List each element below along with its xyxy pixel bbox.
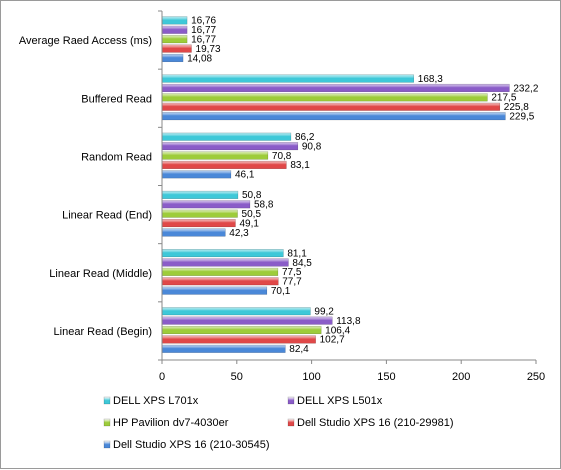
value-label-dell-studio-xps-16-210-30545-buffered-read: 229,5 [509,111,534,122]
bar-shade-hp-pavilion-dv7-4030er-average-raed-access-ms [161,35,188,44]
value-label-hp-pavilion-dv7-4030er-average-raed-access-ms: 16,77 [191,34,216,45]
value-label-dell-xps-l501x-linear-read-begin: 113,8 [336,316,361,327]
bar-shade-dell-studio-xps-16-210-30545-average-raed-access-ms [161,53,184,63]
value-label-dell-xps-l501x-buffered-read: 232,2 [513,83,538,94]
legend-swatch-dell-xps-l501x [287,396,295,405]
legend-swatch-dell-xps-l701x [103,396,111,405]
legend-swatch-dell-studio-xps-16-210-30545 [103,440,111,449]
value-label-dell-xps-l501x-average-raed-access-ms: 16,77 [191,25,216,36]
bar-shade-hp-pavilion-dv7-4030er-linear-read-middle [161,267,279,276]
bar-shade-dell-studio-xps-16-210-29981-random-read [161,160,287,169]
value-label-dell-studio-xps-16-210-29981-average-raed-access-ms: 19,73 [196,44,221,55]
value-label-dell-xps-l701x-linear-read-end: 50,8 [242,190,262,201]
bar-shade-hp-pavilion-dv7-4030er-buffered-read [161,93,488,102]
value-label-hp-pavilion-dv7-4030er-linear-read-end: 50,5 [242,209,262,220]
category-label-random-read: Random Read [81,151,152,163]
legend-label-dell-studio-xps-16-210-30545: Dell Studio XPS 16 (210-30545) [113,439,270,451]
x-tick-label: 100 [302,371,320,383]
legend-swatch-hp-pavilion-dv7-4030er [103,418,111,427]
value-label-hp-pavilion-dv7-4030er-linear-read-middle: 77,5 [282,267,302,278]
bar-shade-dell-xps-l501x-average-raed-access-ms [161,25,188,34]
legend-label-dell-xps-l701x: DELL XPS L701x [113,395,199,407]
x-tick-label: 50 [231,371,243,383]
legend: DELL XPS L701x DELL XPS L501x HP Pavilion … [103,395,454,451]
category-label-linear-read-end: Linear Read (End) [62,210,152,222]
bar-shade-dell-studio-xps-16-210-30545-random-read [161,170,232,179]
bar-shade-dell-studio-xps-16-210-29981-linear-read-end [161,219,236,228]
x-tick-label: 150 [377,371,395,383]
bar-shade-dell-xps-l501x-linear-read-end [161,200,251,209]
bar-shade-dell-studio-xps-16-210-29981-buffered-read [161,102,501,111]
value-label-hp-pavilion-dv7-4030er-linear-read-begin: 106,4 [325,325,350,336]
value-label-dell-studio-xps-16-210-29981-linear-read-end: 49,1 [239,218,259,229]
value-label-hp-pavilion-dv7-4030er-random-read: 70,8 [272,151,292,162]
bar-shade-hp-pavilion-dv7-4030er-linear-read-begin [161,325,322,335]
value-label-dell-studio-xps-16-210-29981-linear-read-middle: 77,7 [282,277,302,288]
bar-shade-dell-studio-xps-16-210-29981-average-raed-access-ms [161,44,192,53]
value-label-dell-xps-l501x-linear-read-end: 58,8 [254,200,274,211]
bar-shade-dell-studio-xps-16-210-30545-buffered-read [161,112,506,121]
value-label-dell-xps-l701x-linear-read-begin: 99,2 [314,307,334,318]
value-label-dell-studio-xps-16-210-30545-linear-read-middle: 70,1 [271,286,291,297]
value-label-dell-studio-xps-16-210-29981-random-read: 83,1 [290,160,310,171]
value-label-hp-pavilion-dv7-4030er-buffered-read: 217,5 [491,93,516,104]
legend-label-dell-xps-l501x: DELL XPS L501x [297,395,383,407]
legend-label-hp-pavilion-dv7-4030er: HP Pavilion dv7-4030er [113,417,229,429]
value-label-dell-studio-xps-16-210-29981-buffered-read: 225,8 [504,102,529,113]
category-label-buffered-read: Buffered Read [81,93,152,105]
value-label-dell-xps-l501x-linear-read-middle: 84,5 [292,258,312,269]
bar-shade-dell-xps-l501x-buffered-read [161,83,510,93]
bar-shade-dell-xps-l501x-linear-read-middle [161,258,289,267]
value-label-dell-xps-l701x-linear-read-middle: 81,1 [287,248,307,259]
bar-shade-dell-studio-xps-16-210-29981-linear-read-begin [161,335,316,344]
legend-label-dell-studio-xps-16-210-29981: Dell Studio XPS 16 (210-29981) [297,417,454,429]
x-tick-label: 200 [452,371,470,383]
value-label-dell-studio-xps-16-210-29981-linear-read-begin: 102,7 [320,335,345,346]
bar-shade-dell-xps-l701x-linear-read-end [161,190,239,199]
value-label-dell-xps-l701x-random-read: 86,2 [295,132,315,143]
value-label-dell-studio-xps-16-210-30545-linear-read-end: 42,3 [229,228,249,239]
bar-shade-hp-pavilion-dv7-4030er-linear-read-end [161,209,238,218]
bar-shade-dell-xps-l701x-average-raed-access-ms [161,16,188,25]
bar-shade-dell-studio-xps-16-210-30545-linear-read-end [161,228,226,237]
value-label-dell-xps-l501x-random-read: 90,8 [302,141,322,152]
bar-shade-dell-xps-l701x-linear-read-begin [161,307,311,316]
category-label-linear-read-middle: Linear Read (Middle) [49,268,152,280]
x-tick-label: 250 [527,371,545,383]
bar-shade-dell-xps-l701x-buffered-read [161,74,415,83]
bar-shade-dell-studio-xps-16-210-29981-linear-read-middle [161,277,279,286]
category-label-linear-read-begin: Linear Read (Begin) [54,326,152,338]
bar-shade-dell-xps-l701x-linear-read-middle [161,249,284,258]
bar-shade-dell-studio-xps-16-210-30545-linear-read-begin [161,344,286,353]
value-label-dell-studio-xps-16-210-30545-average-raed-access-ms: 14,08 [187,53,212,64]
bars-group [161,16,510,353]
value-label-dell-studio-xps-16-210-30545-random-read: 46,1 [235,170,255,181]
value-label-dell-xps-l701x-average-raed-access-ms: 16,76 [191,16,216,27]
bar-shade-dell-xps-l501x-linear-read-begin [161,316,333,325]
bar-shade-dell-studio-xps-16-210-30545-linear-read-middle [161,286,268,295]
value-label-dell-studio-xps-16-210-30545-linear-read-begin: 82,4 [289,344,309,355]
axes-group: 0 50 100 150 200 250 [158,10,545,383]
bar-shade-hp-pavilion-dv7-4030er-random-read [161,151,269,160]
value-label-dell-xps-l701x-buffered-read: 168,3 [418,74,443,85]
legend-swatch-dell-studio-xps-16-210-29981 [287,418,295,427]
category-label-average-raed-access-ms: Average Raed Access (ms) [19,35,152,47]
bar-shade-dell-xps-l501x-random-read [161,142,299,151]
x-tick-label: 0 [159,371,165,383]
bar-shade-dell-xps-l701x-random-read [161,132,292,141]
